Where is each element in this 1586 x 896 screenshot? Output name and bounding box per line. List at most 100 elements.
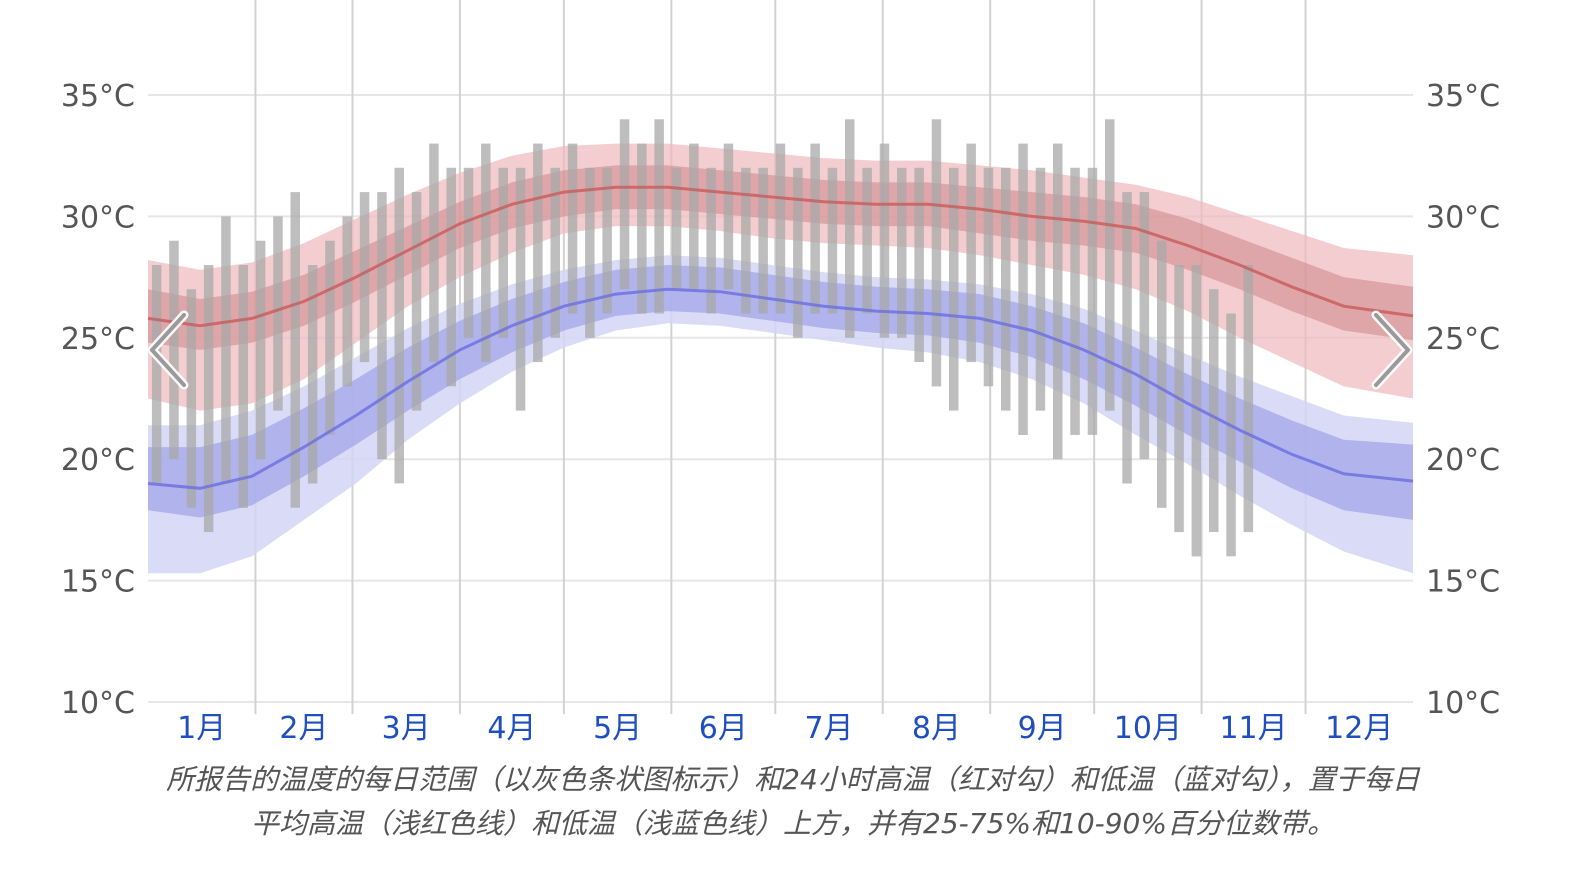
daily-range-bar [533, 143, 543, 363]
grid-layer [148, 0, 1413, 714]
daily-range-bar [741, 167, 751, 314]
y-tick-label-left: 30°C [61, 200, 135, 235]
month-label: 5月 [593, 711, 642, 746]
prev-chevron-button[interactable] [140, 305, 200, 395]
daily-range-bar [325, 240, 335, 435]
month-label: 3月 [382, 711, 431, 746]
daily-range-bar [307, 265, 318, 484]
daily-range-bar [949, 167, 959, 411]
daily-range-bar [446, 167, 456, 387]
daily-range-bar [810, 143, 820, 314]
daily-range-bar [845, 119, 855, 338]
daily-range-bar [1157, 240, 1167, 508]
daily-range-bar [273, 216, 283, 411]
chart-svg: 35°C 30°C 25°C 20°C 15°C 10°C 35°C 30°C 25°C 20°… [61, 0, 1500, 746]
month-label: 12月 [1325, 711, 1393, 746]
month-label: 1月 [177, 711, 226, 746]
daily-range-bar [550, 167, 560, 338]
daily-range-bar [411, 192, 422, 411]
daily-range-bars [151, 119, 1254, 557]
daily-range-bar [897, 167, 907, 338]
caption-line-2: 平均高温（浅红色线）和低温（浅蓝色线）上方，并有25-75%和10-90%百分位… [251, 807, 1335, 840]
daily-range-bar [827, 167, 838, 314]
avg-low-line [147, 287, 1414, 490]
daily-range-bar [1053, 143, 1063, 460]
daily-range-bar [463, 167, 474, 338]
daily-range-bar [671, 167, 682, 290]
daily-range-bar [983, 167, 994, 387]
daily-range-bar [1122, 192, 1132, 484]
month-label: 11月 [1219, 711, 1287, 746]
x-axis-months: 1月 2月 3月 4月 5月 6月 7月 8月 9月 10月 11月 12月 [177, 711, 1393, 746]
daily-range-bar [619, 119, 630, 290]
daily-range-bar [1191, 265, 1202, 557]
month-label: 8月 [912, 711, 961, 746]
y-tick-label-left: 15°C [61, 565, 135, 600]
daily-range-bar [931, 119, 942, 387]
month-label: 6月 [699, 711, 748, 746]
daily-range-bar [689, 143, 699, 290]
month-label: 10月 [1114, 711, 1182, 746]
y-tick-label-left: 20°C [61, 443, 135, 478]
daily-range-bar [1018, 143, 1028, 435]
y-tick-label-left: 10°C [61, 686, 135, 721]
y-tick-label-left: 35°C [61, 79, 135, 114]
daily-range-bar [481, 143, 491, 363]
daily-range-bar [1139, 192, 1150, 460]
average-lines [147, 185, 1414, 490]
daily-range-bar [758, 167, 768, 314]
temperature-chart: 35°C 30°C 25°C 20°C 15°C 10°C 35°C 30°C 25°C 20°… [61, 0, 1500, 746]
daily-range-bar [775, 143, 786, 314]
month-label: 2月 [279, 711, 328, 746]
y-tick-label-right: 25°C [1426, 322, 1500, 357]
daily-range-bar [602, 167, 612, 314]
daily-range-bar [567, 143, 578, 314]
daily-range-bar [1105, 119, 1115, 411]
daily-range-bar [169, 240, 179, 460]
month-label: 4月 [487, 711, 536, 746]
daily-range-bar [1226, 313, 1236, 557]
month-label: 9月 [1018, 711, 1067, 746]
avg-high-line [147, 185, 1414, 328]
daily-range-bar [914, 167, 924, 362]
daily-range-bar [862, 167, 872, 314]
daily-range-bar [1001, 167, 1011, 411]
daily-range-bar [255, 240, 266, 460]
daily-range-bar [186, 289, 197, 508]
daily-range-bar [654, 119, 664, 314]
y-tick-label-right: 20°C [1426, 443, 1500, 478]
daily-range-bar [221, 216, 231, 484]
daily-range-bar [342, 216, 352, 387]
daily-range-bar [706, 167, 716, 314]
daily-range-bar [498, 167, 508, 338]
daily-range-bar [377, 192, 387, 460]
y-tick-label-right: 15°C [1426, 565, 1500, 600]
daily-range-bar [1035, 167, 1046, 411]
chevron-left-icon [147, 310, 189, 390]
daily-range-bar [1243, 265, 1254, 533]
daily-range-bar [359, 192, 370, 363]
daily-range-bar [966, 143, 976, 363]
y-axis-left: 35°C 30°C 25°C 20°C 15°C 10°C [61, 79, 135, 721]
daily-range-bar [585, 167, 595, 338]
daily-range-bar [1209, 289, 1219, 532]
daily-range-bar [394, 167, 404, 484]
daily-range-bar [238, 265, 248, 508]
daily-range-bar [151, 265, 162, 484]
caption-line-1: 所报告的温度的每日范围（以灰色条状图标示）和24小时高温（红对勾）和低温（蓝对勾… [166, 763, 1420, 796]
daily-range-bar [879, 143, 890, 338]
chart-caption: 所报告的温度的每日范围（以灰色条状图标示）和24小时高温（红对勾）和低温（蓝对勾… [60, 758, 1526, 846]
daily-range-bar [793, 167, 803, 338]
y-tick-label-right: 35°C [1426, 79, 1500, 114]
daily-range-bar [637, 143, 647, 314]
month-label: 7月 [804, 711, 853, 746]
next-chevron-button[interactable] [1360, 305, 1420, 395]
daily-range-bar [429, 143, 439, 363]
y-tick-label-left: 25°C [61, 322, 135, 357]
y-axis-right: 35°C 30°C 25°C 20°C 15°C 10°C [1426, 79, 1500, 721]
daily-range-bar [290, 192, 300, 508]
y-tick-label-right: 30°C [1426, 200, 1500, 235]
chevron-right-icon [1371, 310, 1413, 390]
daily-range-bar [723, 143, 734, 290]
daily-range-bar [203, 265, 214, 533]
